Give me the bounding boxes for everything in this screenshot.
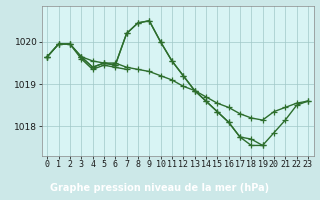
- Text: Graphe pression niveau de la mer (hPa): Graphe pression niveau de la mer (hPa): [51, 183, 269, 193]
